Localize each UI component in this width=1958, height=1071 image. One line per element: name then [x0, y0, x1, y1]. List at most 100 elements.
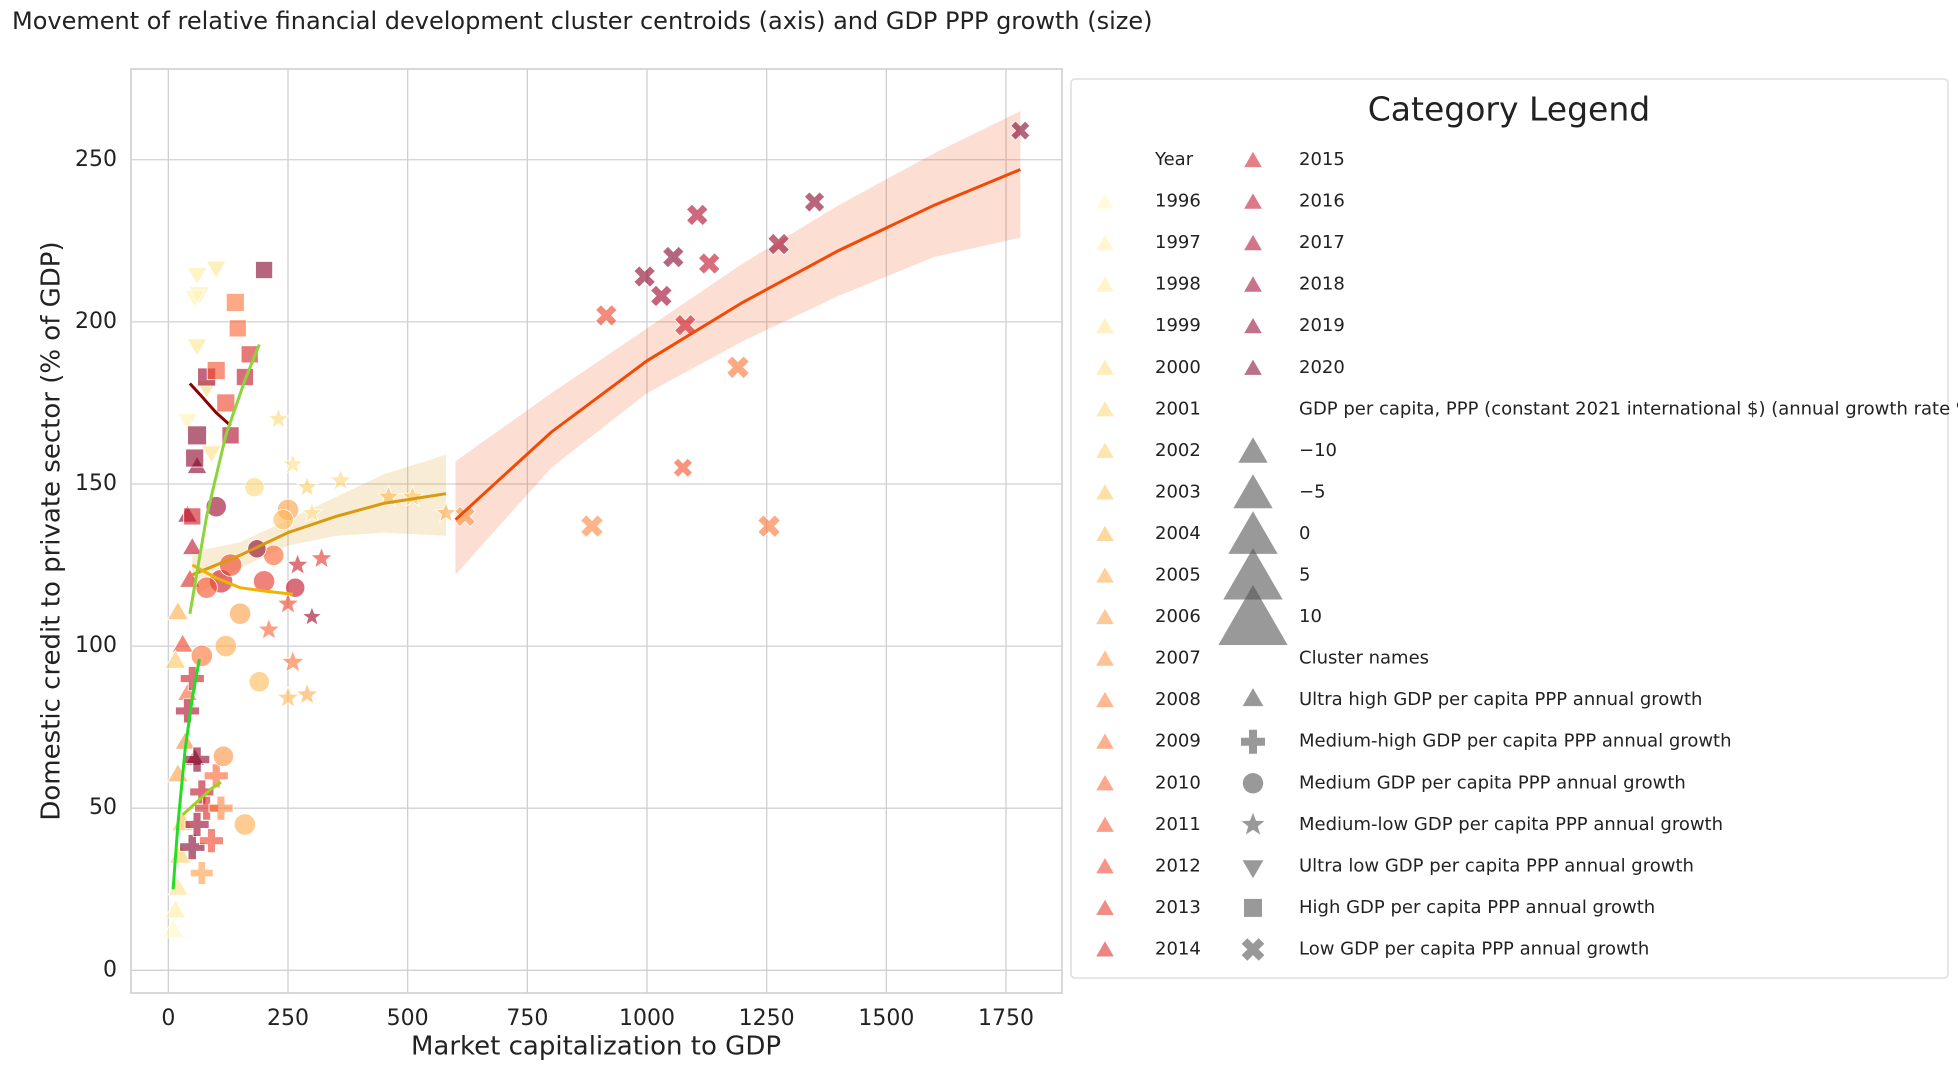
- legend-label: 2004: [1155, 523, 1201, 544]
- legend-marker: [1242, 357, 1264, 376]
- legend-title: Category Legend: [1368, 90, 1650, 129]
- legend-label: High GDP per capita PPP annual growth: [1299, 897, 1655, 918]
- scatter-point: [205, 260, 227, 279]
- scatter-point: [295, 475, 319, 497]
- trend-line: [191, 563, 293, 596]
- legend-marker: [1094, 482, 1116, 501]
- scatter-point: [454, 505, 476, 528]
- legend-marker: [1242, 316, 1264, 335]
- y-axis-label: Domestic credit to private sector (% of …: [37, 241, 67, 820]
- legend-marker: [1242, 191, 1264, 210]
- legend-label: 2018: [1299, 274, 1345, 295]
- legend-marker: [1241, 812, 1265, 835]
- legend-size-marker: [1218, 585, 1288, 645]
- scatter-point: [697, 252, 721, 275]
- scatter-point: [803, 191, 826, 213]
- legend-marker: [1094, 274, 1116, 293]
- scatter-point: [1010, 120, 1031, 141]
- legend-label: 1997: [1155, 232, 1201, 253]
- legend-size-marker: [1223, 548, 1283, 600]
- scatter-point: [328, 468, 353, 491]
- scatter-point: [301, 605, 323, 627]
- scatter-point: [267, 407, 290, 429]
- legend-label: Medium-high GDP per capita PPP annual gr…: [1299, 731, 1732, 752]
- legend-label: Ultra high GDP per capita PPP annual gro…: [1299, 689, 1702, 710]
- scatter-point: [179, 834, 206, 861]
- legend-marker: [1094, 191, 1116, 210]
- legend-header: GDP per capita, PPP (constant 2021 inter…: [1299, 398, 1958, 419]
- scatter-point: [244, 477, 265, 498]
- scatter-point: [256, 617, 281, 641]
- scatter-point: [228, 319, 247, 338]
- legend-label: 2009: [1155, 731, 1201, 752]
- chart-title: Movement of relative financial developme…: [12, 7, 1152, 35]
- scatter-point: [206, 361, 226, 380]
- scatter-point: [229, 602, 252, 625]
- legend-label: 0: [1299, 523, 1310, 544]
- legend-header: Year: [1154, 149, 1194, 170]
- legend-marker: [1094, 856, 1116, 875]
- x-tick-label: 500: [387, 1006, 429, 1031]
- legend-label: 2002: [1155, 440, 1201, 461]
- legend-label: 2000: [1155, 357, 1201, 378]
- legend-label: 2007: [1155, 648, 1201, 669]
- legend-label: 2020: [1299, 357, 1345, 378]
- legend-marker: [1242, 233, 1264, 252]
- scatter-point: [212, 745, 234, 767]
- scatter-point: [276, 685, 300, 709]
- scatter-point: [208, 795, 234, 821]
- legend-marker: [1094, 233, 1116, 252]
- scatter-point: [162, 918, 185, 938]
- scatter-point: [185, 448, 205, 468]
- scatter-point: [633, 265, 656, 288]
- legend-box: [1070, 78, 1949, 979]
- legend-marker: [1094, 814, 1116, 833]
- scatter-point: [672, 457, 694, 478]
- legend-label: 1996: [1155, 191, 1201, 212]
- legend-label: Ultra low GDP per capita PPP annual grow…: [1299, 855, 1694, 876]
- legend-marker: [1094, 316, 1116, 335]
- scatter-point: [233, 813, 257, 836]
- scatter-point: [164, 899, 187, 919]
- scatter-point: [200, 445, 222, 464]
- legend-marker: [1094, 773, 1116, 792]
- scatter-point: [272, 509, 294, 531]
- legend-marker: [1094, 399, 1116, 418]
- scatter-point: [198, 828, 224, 853]
- confidence-band: [192, 454, 446, 598]
- scatter-point: [295, 682, 320, 705]
- scatter-point: [685, 203, 709, 227]
- scatter-point: [186, 338, 208, 357]
- legend-marker: [1094, 690, 1116, 708]
- legend-marker: [1241, 729, 1265, 754]
- legend-marker: [1242, 773, 1264, 794]
- scatter-point: [662, 245, 685, 269]
- x-tick-label: 750: [506, 1006, 548, 1031]
- legend-marker: [1094, 731, 1116, 750]
- scatter-point: [595, 304, 618, 327]
- legend-marker: [1094, 607, 1116, 625]
- y-tick-label: 100: [75, 633, 117, 658]
- scatter-point: [171, 633, 194, 653]
- scatter-point: [285, 552, 310, 576]
- legend-size-marker: [1233, 474, 1273, 509]
- y-tick-label: 50: [89, 795, 117, 820]
- x-tick-label: 1500: [858, 1006, 914, 1031]
- scatter-point: [281, 452, 305, 475]
- scatter-point: [164, 649, 187, 669]
- legend-label: 2010: [1155, 772, 1201, 793]
- scatter-point: [767, 232, 790, 256]
- legend-label: 1999: [1155, 315, 1201, 336]
- legend-label: 2012: [1155, 855, 1201, 876]
- x-tick-label: 1000: [619, 1006, 675, 1031]
- legend-label: 2016: [1299, 191, 1345, 212]
- x-tick-label: 1750: [978, 1006, 1034, 1031]
- legend-label: 2017: [1299, 232, 1345, 253]
- trend-line: [171, 658, 201, 890]
- x-tick-label: 250: [267, 1006, 309, 1031]
- legend-label: 2013: [1155, 897, 1201, 918]
- scatter-point: [195, 576, 218, 599]
- legend-marker: [1094, 357, 1116, 376]
- legend-label: Low GDP per capita PPP annual growth: [1299, 938, 1649, 959]
- scatter-point: [674, 313, 697, 337]
